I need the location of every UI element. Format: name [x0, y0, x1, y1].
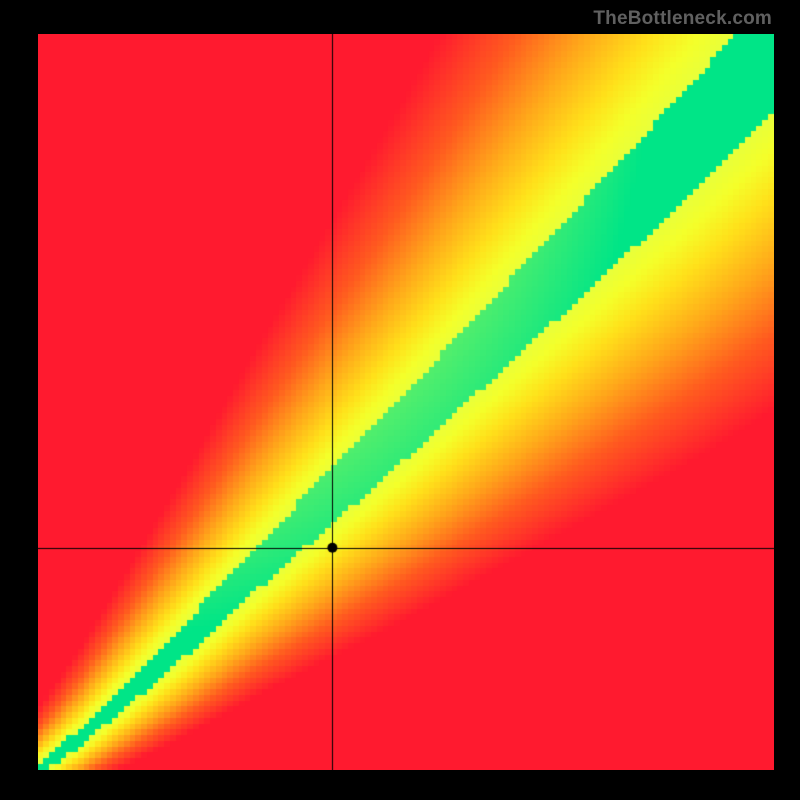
watermark-text: TheBottleneck.com	[593, 8, 772, 30]
heatmap-canvas	[38, 34, 774, 770]
heatmap-plot	[38, 34, 774, 770]
